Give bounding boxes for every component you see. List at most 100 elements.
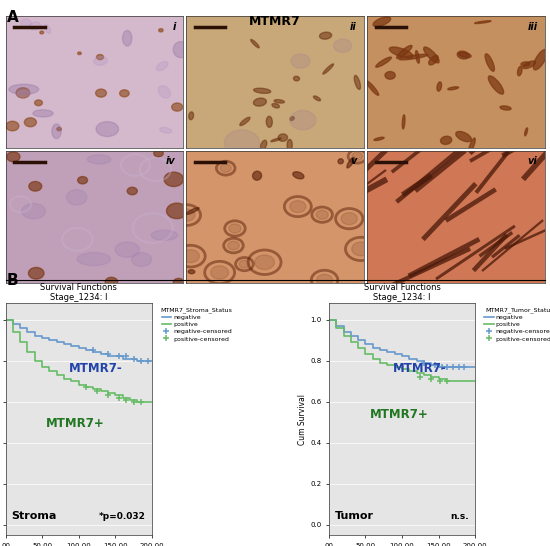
Ellipse shape [266,116,272,127]
Circle shape [164,172,184,187]
Ellipse shape [320,32,332,39]
Ellipse shape [534,50,547,70]
Text: v: v [350,156,356,167]
Circle shape [78,176,87,184]
Ellipse shape [158,86,170,98]
Circle shape [158,28,163,32]
Ellipse shape [415,51,420,63]
Circle shape [7,152,20,162]
Circle shape [97,55,103,60]
Ellipse shape [251,39,259,48]
Text: MTMR7+: MTMR7+ [370,408,428,421]
Ellipse shape [94,56,107,65]
Ellipse shape [459,52,471,58]
Ellipse shape [424,47,439,63]
Circle shape [173,278,184,286]
Circle shape [220,164,232,173]
Circle shape [78,52,81,55]
Ellipse shape [274,99,284,103]
Ellipse shape [373,17,390,26]
Circle shape [167,203,188,218]
Circle shape [96,89,107,97]
Ellipse shape [278,134,288,141]
Ellipse shape [397,45,412,58]
Circle shape [229,224,241,233]
Circle shape [316,210,328,219]
Ellipse shape [271,138,281,141]
Ellipse shape [448,87,459,90]
Ellipse shape [115,242,140,257]
Ellipse shape [389,47,413,58]
Circle shape [211,266,229,279]
Ellipse shape [67,189,87,205]
Ellipse shape [488,76,504,94]
Circle shape [351,242,371,256]
Ellipse shape [293,172,304,179]
Ellipse shape [33,110,53,117]
Ellipse shape [485,54,494,72]
Circle shape [352,152,362,161]
Text: MTMR7-: MTMR7- [393,361,447,375]
Ellipse shape [254,98,266,106]
Ellipse shape [160,127,172,133]
Ellipse shape [475,21,491,23]
Ellipse shape [500,106,511,110]
Ellipse shape [469,138,475,152]
Ellipse shape [314,96,321,101]
Circle shape [178,209,195,221]
Circle shape [154,150,163,157]
Circle shape [224,130,260,156]
Ellipse shape [428,56,438,65]
Legend: negative, positive, negative-censored, positive-censored: negative, positive, negative-censored, p… [483,306,550,342]
Text: Stroma: Stroma [12,511,57,521]
Ellipse shape [385,72,395,79]
Circle shape [182,250,200,263]
Text: A: A [7,10,18,25]
Ellipse shape [354,75,360,90]
Ellipse shape [22,204,46,219]
Y-axis label: Cum Survival: Cum Survival [298,394,307,444]
Ellipse shape [294,76,300,81]
Ellipse shape [44,25,51,33]
Circle shape [290,110,316,130]
Ellipse shape [188,270,195,274]
Circle shape [29,268,44,279]
Ellipse shape [402,115,405,129]
Ellipse shape [29,22,40,30]
Ellipse shape [96,122,118,136]
Ellipse shape [521,62,530,66]
Ellipse shape [272,103,279,108]
Circle shape [228,241,239,250]
Circle shape [341,212,358,225]
Circle shape [334,39,351,52]
Ellipse shape [173,41,189,58]
Circle shape [290,200,306,212]
Ellipse shape [525,128,527,136]
Ellipse shape [457,51,469,59]
Ellipse shape [189,112,194,120]
Text: MTMR7+: MTMR7+ [46,417,105,430]
Ellipse shape [366,81,379,96]
Ellipse shape [323,64,334,74]
Title: Survival Functions
Stage_1234: I: Survival Functions Stage_1234: I [364,283,441,302]
Ellipse shape [376,57,392,67]
Ellipse shape [240,117,250,126]
Ellipse shape [338,159,343,164]
Ellipse shape [261,140,267,150]
Text: Tumor: Tumor [335,511,374,521]
Text: n.s.: n.s. [451,512,469,521]
Ellipse shape [518,66,522,76]
Ellipse shape [374,137,384,140]
Ellipse shape [287,139,292,151]
Legend: negative, positive, negative-censored, positive-censored: negative, positive, negative-censored, p… [160,306,233,342]
Ellipse shape [87,155,111,164]
Text: iii: iii [527,22,537,32]
Ellipse shape [523,61,536,69]
Circle shape [317,274,333,286]
Ellipse shape [290,117,294,121]
Ellipse shape [399,54,428,60]
Ellipse shape [456,132,471,142]
Circle shape [127,187,138,195]
Ellipse shape [156,62,168,70]
Text: MTMR7: MTMR7 [249,15,301,28]
